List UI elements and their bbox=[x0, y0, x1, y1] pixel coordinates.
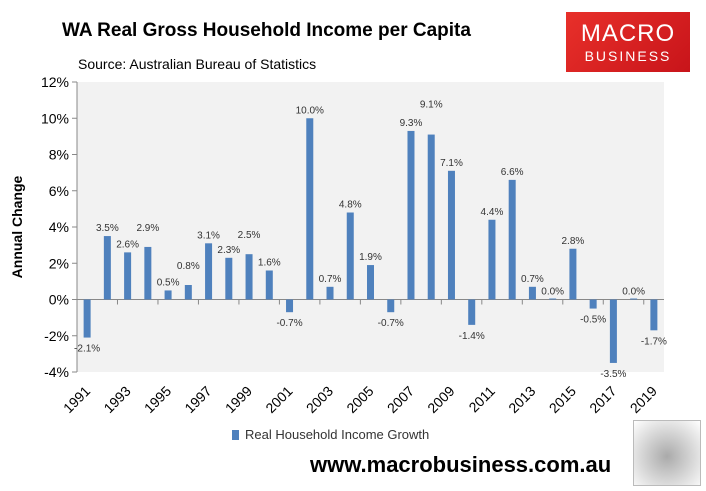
bar bbox=[184, 285, 192, 300]
data-label: 2.5% bbox=[238, 230, 261, 241]
x-tick-label: 2005 bbox=[343, 383, 376, 416]
data-label: 2.8% bbox=[562, 236, 585, 247]
x-tick-label: 2001 bbox=[262, 383, 295, 416]
data-label: 0.0% bbox=[622, 287, 645, 298]
bar bbox=[387, 299, 395, 313]
legend-swatch bbox=[232, 429, 239, 440]
logo-line1: MACRO bbox=[580, 20, 676, 47]
data-label: 9.1% bbox=[420, 100, 443, 111]
data-label: 10.0% bbox=[296, 105, 324, 116]
bar bbox=[265, 270, 273, 300]
bar bbox=[225, 257, 233, 300]
x-tick-label: 2011 bbox=[465, 383, 498, 416]
bar bbox=[245, 254, 253, 300]
y-tick-label: -4% bbox=[44, 364, 69, 380]
y-tick-label: 0% bbox=[49, 292, 69, 308]
wolf-image bbox=[633, 420, 701, 486]
data-label: -0.5% bbox=[580, 315, 606, 326]
data-label: 6.6% bbox=[501, 167, 524, 178]
bar bbox=[609, 299, 617, 363]
bar bbox=[508, 179, 516, 300]
x-tick-label: 2017 bbox=[586, 383, 619, 416]
bar bbox=[549, 298, 557, 300]
chart-title: WA Real Gross Household Income per Capit… bbox=[62, 20, 471, 41]
x-tick-label: 2013 bbox=[505, 383, 538, 416]
y-tick-label: 10% bbox=[41, 110, 69, 126]
y-tick-label: 4% bbox=[49, 219, 69, 235]
data-label: 0.5% bbox=[157, 277, 180, 288]
data-label: 9.3% bbox=[400, 118, 423, 129]
bar bbox=[326, 286, 334, 300]
bar bbox=[144, 246, 152, 300]
plot-area bbox=[77, 82, 664, 372]
data-label: 3.5% bbox=[96, 223, 119, 234]
data-label: 4.8% bbox=[339, 200, 362, 211]
y-tick-label: 8% bbox=[49, 147, 69, 163]
x-tick-label: 2015 bbox=[546, 383, 579, 416]
bar bbox=[630, 298, 638, 300]
data-label: -0.7% bbox=[378, 318, 404, 329]
data-label: 7.1% bbox=[440, 158, 463, 169]
legend: Real Household Income Growth bbox=[232, 427, 429, 442]
x-tick-label: 2019 bbox=[627, 383, 660, 416]
data-label: -2.1% bbox=[74, 344, 100, 355]
data-label: 4.4% bbox=[481, 207, 504, 218]
chart-subtitle: Source: Australian Bureau of Statistics bbox=[78, 56, 317, 72]
bar bbox=[650, 299, 658, 331]
macrobusiness-logo: MACRO BUSINESS bbox=[566, 12, 690, 72]
website-url: www.macrobusiness.com.au bbox=[310, 452, 612, 477]
bar bbox=[286, 299, 294, 313]
bar bbox=[367, 265, 374, 300]
bar bbox=[407, 130, 415, 300]
bar bbox=[589, 299, 597, 309]
data-label: 1.9% bbox=[359, 252, 382, 263]
x-tick-label: 1999 bbox=[222, 383, 255, 416]
x-tick-label: 2003 bbox=[303, 383, 336, 416]
legend-label: Real Household Income Growth bbox=[245, 427, 430, 442]
x-tick-label: 1991 bbox=[60, 383, 93, 416]
data-label: 2.3% bbox=[217, 245, 240, 256]
x-tick-label: 2007 bbox=[384, 383, 417, 416]
bar bbox=[164, 290, 172, 300]
logo-line2: BUSINESS bbox=[584, 48, 672, 64]
x-tick-label: 1995 bbox=[141, 383, 174, 416]
bar bbox=[205, 243, 213, 300]
y-tick-label: -2% bbox=[44, 328, 69, 344]
data-label: 0.0% bbox=[541, 287, 564, 298]
data-label: 0.7% bbox=[521, 274, 544, 285]
bar bbox=[124, 252, 132, 300]
data-label: 2.9% bbox=[136, 223, 159, 234]
y-tick-label: 6% bbox=[49, 183, 69, 199]
bar bbox=[528, 286, 536, 300]
x-tick-label: 2009 bbox=[424, 383, 457, 416]
bar bbox=[427, 134, 435, 300]
x-tick-label: 1993 bbox=[100, 383, 133, 416]
bar bbox=[346, 212, 354, 300]
data-label: -0.7% bbox=[276, 318, 302, 329]
data-label: -1.7% bbox=[641, 336, 667, 347]
bar bbox=[306, 118, 314, 300]
bar bbox=[447, 170, 455, 300]
y-tick-label: 2% bbox=[49, 255, 69, 271]
data-label: -3.5% bbox=[600, 369, 626, 380]
data-label: 0.8% bbox=[177, 261, 200, 272]
bar bbox=[83, 299, 91, 338]
data-label: 2.6% bbox=[116, 239, 139, 250]
data-label: 1.6% bbox=[258, 258, 281, 269]
bar bbox=[488, 219, 496, 300]
bar bbox=[103, 236, 111, 300]
y-tick-label: 12% bbox=[41, 74, 69, 90]
data-label: 0.7% bbox=[319, 274, 342, 285]
bar bbox=[468, 299, 476, 325]
data-label: -1.4% bbox=[459, 331, 485, 342]
data-label: 3.1% bbox=[197, 230, 220, 241]
x-tick-label: 1997 bbox=[181, 383, 214, 416]
y-axis-label: Annual Change bbox=[9, 175, 25, 278]
bar bbox=[569, 248, 577, 300]
